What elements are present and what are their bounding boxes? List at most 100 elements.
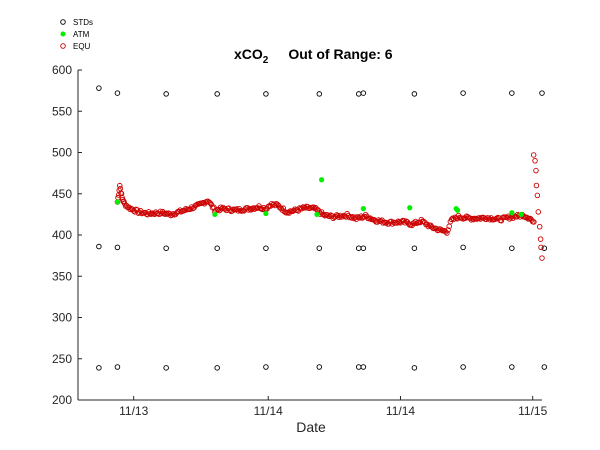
stds-point [316, 91, 323, 97]
equ-point [148, 211, 154, 217]
equ-point [339, 213, 346, 220]
y-tick-label: 300 [52, 311, 72, 325]
y-tick-label: 600 [52, 63, 72, 77]
equ-point [219, 205, 225, 212]
legend-label-equ: EQU [73, 42, 91, 51]
stds-point [114, 364, 121, 370]
stds-point [460, 90, 466, 96]
equ-outlier-point [536, 223, 543, 230]
atm-point [114, 199, 121, 205]
stds-point [411, 245, 418, 251]
stds-point [509, 90, 515, 96]
legend: STDs ATM EQU [60, 18, 93, 51]
y-tick-label: 400 [52, 228, 72, 242]
x-axis-label: Date [296, 419, 326, 435]
stds-point [541, 245, 548, 251]
stds-point [214, 91, 220, 97]
chart-title-subscript: 2 [263, 55, 269, 66]
equ-outlier-point [533, 167, 539, 174]
legend-label-stds: STDs [73, 18, 93, 27]
stds-point [509, 245, 515, 251]
y-tick-label: 500 [52, 146, 72, 160]
legend-marker-stds [60, 19, 66, 25]
equ-point [280, 205, 287, 211]
stds-point [114, 90, 121, 96]
stds-point [460, 364, 466, 370]
atm-point [454, 207, 461, 213]
stds-point [163, 91, 169, 97]
equ-point [170, 211, 176, 217]
equ-outlier-point [532, 157, 538, 164]
stds-point [263, 364, 269, 370]
equ-point [217, 204, 224, 211]
equ-point [245, 207, 252, 213]
equ-point [444, 230, 450, 236]
atm-point [407, 205, 413, 211]
stds-point [114, 244, 121, 251]
x-tick-label: 11/14 [386, 404, 415, 418]
stds-point [316, 364, 323, 370]
legend-marker-atm [60, 31, 66, 37]
equ-point [470, 216, 477, 223]
equ-point [310, 204, 317, 210]
atm-point [360, 206, 366, 212]
legend-marker-equ [60, 43, 66, 49]
y-tick-label: 250 [52, 352, 72, 366]
equ-outlier-point [538, 244, 544, 251]
equ-point [531, 219, 537, 225]
equ-point [117, 182, 123, 189]
equ-point [118, 190, 125, 197]
stds-point [509, 364, 515, 370]
x-tick-label: 11/13 [119, 404, 148, 418]
stds-point [96, 365, 102, 371]
equ-point [207, 200, 213, 206]
stds-point [460, 244, 466, 251]
equ-point [163, 210, 169, 216]
x-axis-ticks: 11/13 11/14 11/14 11/15 [119, 396, 548, 418]
equ-point [169, 212, 175, 218]
stds-point [360, 364, 367, 370]
stds-point [96, 85, 102, 91]
stds-point [214, 245, 220, 251]
series-atm [114, 177, 524, 217]
y-tick-label: 550 [52, 104, 72, 118]
equ-outlier-point [535, 209, 542, 215]
plot-area [78, 70, 542, 400]
equ-point [265, 203, 271, 210]
chart-title: xCO2 Out of Range: 6 [234, 46, 393, 66]
equ-point [460, 216, 466, 222]
atm-point [319, 177, 325, 183]
atm-point [314, 211, 320, 217]
equ-point [402, 220, 408, 226]
y-tick-label: 200 [52, 393, 72, 407]
equ-point [445, 227, 451, 233]
y-axis-ticks: 200 250 300 350 400 450 500 550 600 [52, 63, 82, 407]
equ-point [271, 201, 277, 207]
stds-point [163, 245, 169, 251]
x-tick-label: 11/15 [518, 404, 547, 418]
stds-point [263, 245, 269, 251]
y-tick-label: 350 [52, 269, 72, 283]
equ-point [459, 215, 465, 221]
atm-point [263, 210, 269, 217]
stds-point [214, 365, 220, 371]
equ-outlier-point [537, 236, 544, 242]
equ-outlier-point [530, 152, 537, 158]
chart-title-out-of-range: Out of Range: 6 [288, 46, 392, 62]
series-equ [114, 152, 545, 261]
atm-point [518, 211, 524, 217]
stds-point [411, 91, 418, 97]
legend-label-atm: ATM [73, 30, 90, 39]
equ-outlier-point [539, 255, 545, 261]
stds-point [263, 91, 269, 97]
stds-point [96, 243, 102, 250]
stds-point [316, 245, 323, 251]
stds-point [360, 245, 367, 251]
atm-point [509, 210, 515, 216]
equ-outlier-point [533, 182, 540, 189]
stds-point [539, 90, 545, 96]
atm-point [212, 211, 218, 217]
equ-point [127, 206, 133, 213]
stds-point [541, 364, 548, 370]
